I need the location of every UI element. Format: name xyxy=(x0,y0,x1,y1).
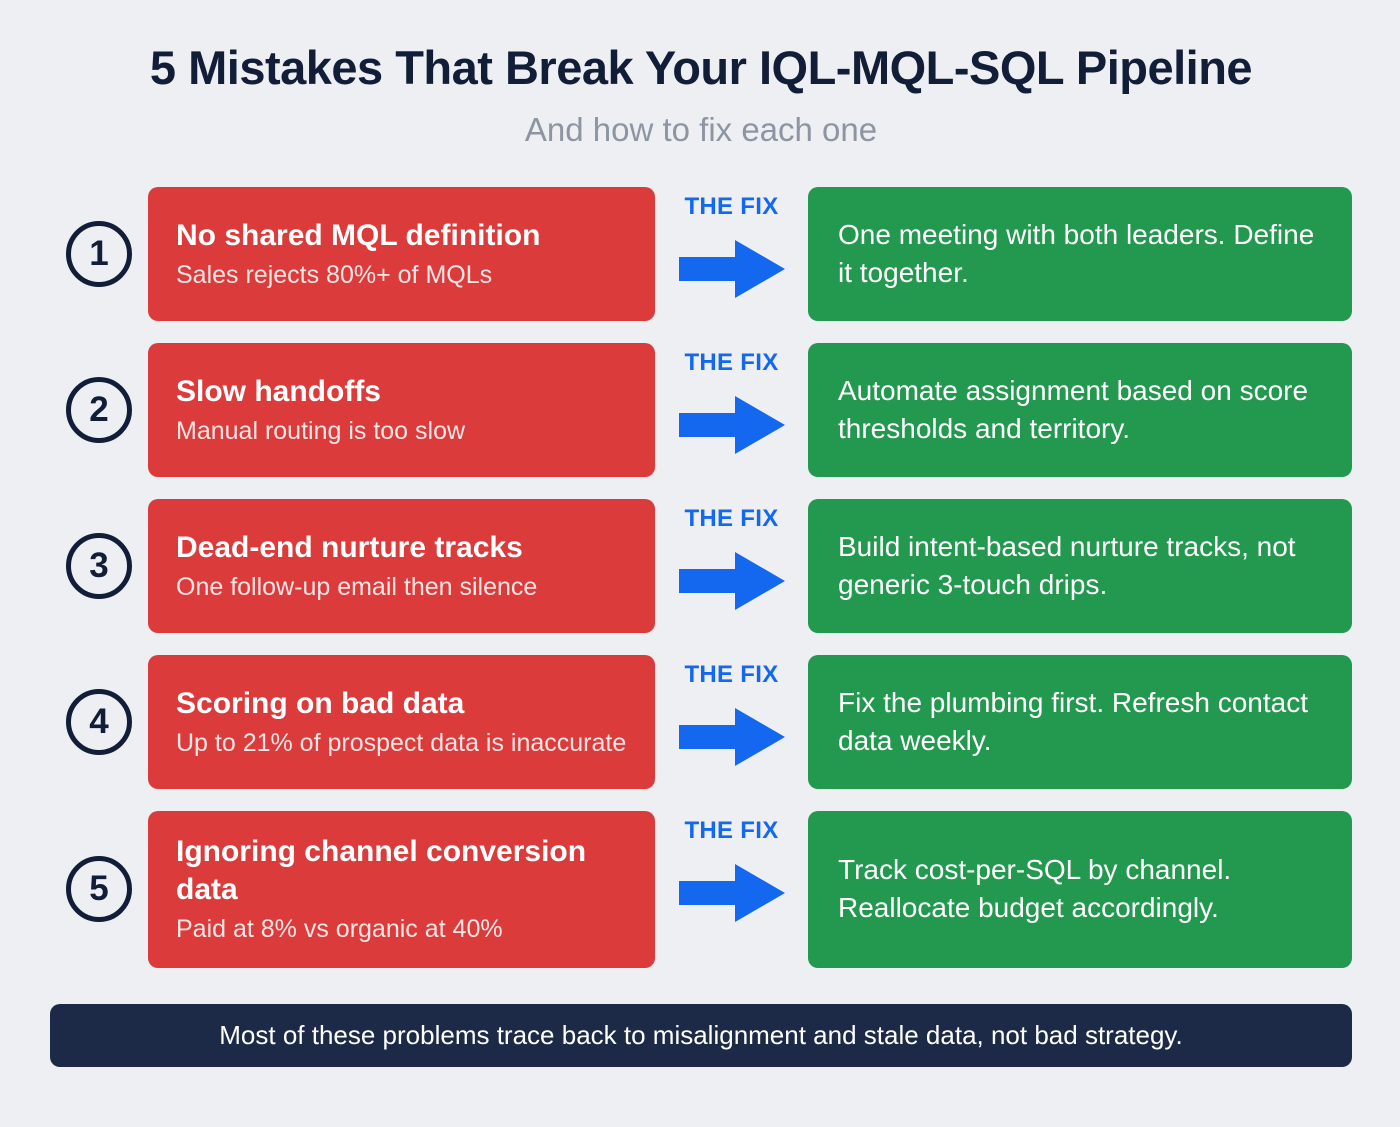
mistake-description: Sales rejects 80%+ of MQLs xyxy=(176,261,493,289)
page-subtitle: And how to fix each one xyxy=(524,111,878,148)
fix-column: THE FIX xyxy=(655,187,808,321)
fix-column: THE FIX xyxy=(655,499,808,633)
mistake-description: One follow-up email then silence xyxy=(176,573,538,601)
fix-column: THE FIX xyxy=(655,811,808,968)
mistake-row-2: 2 Slow handoffs Manual routing is too sl… xyxy=(50,343,1352,477)
mistake-description: Paid at 8% vs organic at 40% xyxy=(176,915,503,943)
number-column: 1 xyxy=(50,187,148,321)
mistake-box: Scoring on bad data Up to 21% of prospec… xyxy=(148,655,655,789)
mistake-description: Up to 21% of prospect data is inaccurate xyxy=(176,729,627,757)
the-fix-label: THE FIX xyxy=(684,193,779,220)
step-number-badge: 5 xyxy=(66,856,132,923)
mistake-box: Dead-end nurture tracks One follow-up em… xyxy=(148,499,655,633)
mistake-title: Ignoring channel conversion data xyxy=(176,835,587,906)
mistake-row-5: 5 Ignoring channel conversion data Paid … xyxy=(50,811,1352,968)
mistake-row-4: 4 Scoring on bad data Up to 21% of prosp… xyxy=(50,655,1352,789)
mistake-title: No shared MQL definition xyxy=(176,218,541,252)
fix-box: One meeting with both leaders. Define it… xyxy=(808,187,1352,321)
mistake-box: No shared MQL definition Sales rejects 8… xyxy=(148,187,655,321)
mistake-row-3: 3 Dead-end nurture tracks One follow-up … xyxy=(50,499,1352,633)
mistake-title: Scoring on bad data xyxy=(176,686,465,720)
number-column: 3 xyxy=(50,499,148,633)
fix-text: Build intent-based nurture tracks, not g… xyxy=(838,531,1296,600)
footer-takeaway-banner: Most of these problems trace back to mis… xyxy=(50,1003,1352,1067)
mistake-title: Slow handoffs xyxy=(176,374,381,408)
page-title: 5 Mistakes That Break Your IQL-MQL-SQL P… xyxy=(149,41,1253,94)
mistake-rows: 1 No shared MQL definition Sales rejects… xyxy=(50,187,1352,968)
right-arrow-icon xyxy=(678,549,785,613)
step-number-badge: 3 xyxy=(66,533,132,599)
the-fix-label: THE FIX xyxy=(684,349,779,376)
the-fix-label: THE FIX xyxy=(684,817,779,844)
mistake-box: Ignoring channel conversion data Paid at… xyxy=(148,811,655,968)
fix-box: Build intent-based nurture tracks, not g… xyxy=(808,499,1352,633)
mistake-title: Dead-end nurture tracks xyxy=(176,530,523,564)
the-fix-label: THE FIX xyxy=(684,661,779,688)
the-fix-label: THE FIX xyxy=(684,505,779,532)
fix-text: Fix the plumbing first. Refresh contact … xyxy=(838,687,1308,756)
fix-box: Track cost-per-SQL by channel. Reallocat… xyxy=(808,811,1352,968)
mistake-row-1: 1 No shared MQL definition Sales rejects… xyxy=(50,187,1352,321)
step-number-badge: 4 xyxy=(66,689,132,755)
number-column: 4 xyxy=(50,655,148,789)
right-arrow-icon xyxy=(678,861,785,925)
fix-box: Automate assignment based on score thres… xyxy=(808,343,1352,477)
mistake-box: Slow handoffs Manual routing is too slow xyxy=(148,343,655,477)
number-column: 2 xyxy=(50,343,148,477)
step-number-badge: 1 xyxy=(66,221,132,287)
fix-box: Fix the plumbing first. Refresh contact … xyxy=(808,655,1352,789)
fix-column: THE FIX xyxy=(655,655,808,789)
number-column: 5 xyxy=(50,811,148,968)
right-arrow-icon xyxy=(678,705,785,769)
fix-text: Track cost-per-SQL by channel. Reallocat… xyxy=(838,854,1232,924)
mistake-description: Manual routing is too slow xyxy=(176,417,466,445)
fix-text: One meeting with both leaders. Define it… xyxy=(838,219,1315,288)
fix-text: Automate assignment based on score thres… xyxy=(838,375,1309,444)
fix-column: THE FIX xyxy=(655,343,808,477)
right-arrow-icon xyxy=(678,237,785,301)
right-arrow-icon xyxy=(678,393,785,457)
step-number-badge: 2 xyxy=(66,377,132,443)
